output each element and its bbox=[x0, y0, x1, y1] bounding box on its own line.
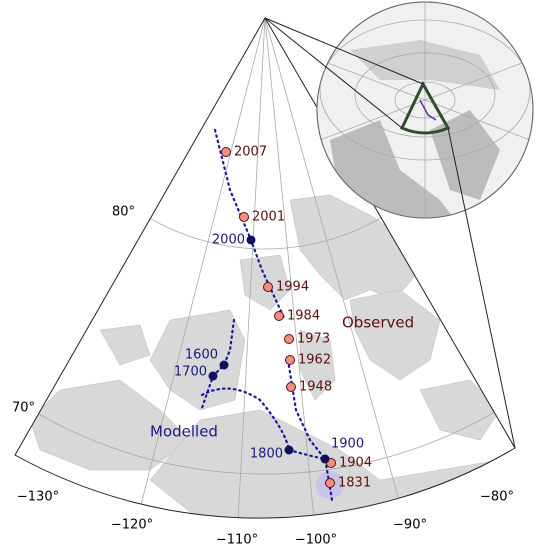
modelled-year: 1800 bbox=[250, 447, 283, 462]
land bbox=[29, 194, 515, 519]
map-frame bbox=[14, 16, 516, 519]
observed-pole bbox=[274, 311, 284, 321]
observed-year: 1994 bbox=[276, 280, 309, 295]
observed-pole bbox=[325, 478, 335, 488]
labels: 80° 70° −130° −120° −110° −100° −90° −80… bbox=[12, 205, 514, 548]
observed-pole bbox=[239, 212, 249, 222]
modelled-pole bbox=[208, 371, 218, 381]
modelled-pole bbox=[320, 454, 330, 464]
modelled-label: Modelled bbox=[150, 423, 218, 441]
observed-label: Observed bbox=[342, 314, 414, 332]
observed-year: 1984 bbox=[287, 309, 320, 324]
observed-year: 1904 bbox=[339, 456, 372, 471]
modelled-year: 1700 bbox=[174, 365, 207, 380]
longitude-label: −90° bbox=[393, 518, 427, 533]
observed-pole bbox=[284, 334, 294, 344]
observed-year: 1973 bbox=[297, 332, 330, 347]
longitude-label: −80° bbox=[480, 490, 514, 505]
longitude-label: −130° bbox=[17, 490, 59, 505]
observed-year: 1831 bbox=[338, 476, 371, 491]
longitude-label: −120° bbox=[111, 518, 153, 533]
inset-globe bbox=[316, 1, 534, 219]
modelled-year: 1600 bbox=[185, 348, 218, 363]
observed-pole bbox=[263, 282, 273, 292]
longitude-label: −100° bbox=[295, 533, 337, 548]
observed-year: 1948 bbox=[299, 380, 332, 395]
modelled-pole bbox=[219, 360, 229, 370]
observed-year: 1962 bbox=[298, 353, 331, 368]
modelled-year: 1900 bbox=[331, 437, 364, 452]
graticule bbox=[15, 18, 515, 519]
observed-pole bbox=[221, 147, 231, 157]
modelled-year: 2000 bbox=[212, 233, 245, 248]
observed-year: 2007 bbox=[234, 145, 267, 160]
latitude-label: 80° bbox=[112, 205, 135, 220]
modelled-pole bbox=[246, 235, 256, 245]
observed-pole bbox=[285, 355, 295, 365]
observed-pole bbox=[286, 382, 296, 392]
observed-year: 2001 bbox=[252, 210, 285, 225]
longitude-label: −110° bbox=[216, 533, 258, 548]
modelled-pole bbox=[284, 445, 294, 455]
latitude-label: 70° bbox=[12, 401, 35, 416]
